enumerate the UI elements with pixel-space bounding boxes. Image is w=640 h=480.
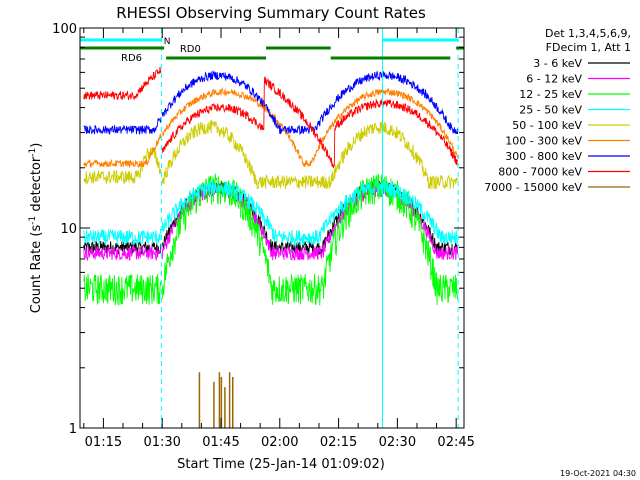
overlay-layer: N RD0 RD6 — [80, 28, 464, 428]
series-line-3 — [83, 273, 162, 306]
series-line-7 — [161, 70, 383, 136]
y-axis-label: Count Rate (s-1 detector-1) — [28, 143, 44, 314]
series-line-8 — [83, 66, 162, 100]
series-line-4 — [382, 180, 459, 245]
legend-label: 800 - 7000 keV — [498, 166, 582, 179]
x-axis-label: Start Time (25-Jan-14 01:09:02) — [177, 457, 385, 472]
series-line-7 — [83, 117, 162, 135]
y-tick-label: 100 — [52, 22, 77, 37]
night-flag-label: N — [164, 37, 171, 47]
x-tick-label: 01:30 — [143, 435, 180, 450]
legend: Det 1,3,4,5,6,9, FDecim 1, Att 1 3 - 6 k… — [484, 27, 631, 194]
x-tick-label: 01:15 — [85, 435, 122, 450]
y-tick-label: 1 — [69, 422, 77, 437]
series-line-6 — [382, 87, 459, 159]
series-line-8 — [161, 76, 383, 169]
x-tick-label: 02:15 — [320, 435, 357, 450]
series-line-4 — [83, 228, 162, 246]
legend-label: 3 - 6 keV — [533, 57, 582, 70]
x-tick-label: 01:45 — [202, 435, 239, 450]
series-line-2 — [83, 245, 162, 262]
x-tick-label: 02:30 — [379, 435, 416, 450]
x-tick-label: 02:00 — [261, 435, 298, 450]
series-line-5 — [161, 120, 383, 190]
legend-header-line-2: FDecim 1, Att 1 — [546, 41, 631, 54]
rd6-flag-label: RD6 — [121, 53, 142, 64]
series-line-6 — [162, 86, 383, 167]
footer-timestamp: 19-Oct-2021 04:30 — [560, 469, 636, 478]
series-layer — [83, 66, 459, 428]
legend-label: 25 - 50 keV — [519, 104, 582, 117]
x-axis: 01:15 01:30 01:45 02:00 02:15 02:30 02:45 — [83, 28, 475, 450]
series-line-4 — [161, 180, 383, 247]
y-tick-label: 10 — [60, 222, 77, 237]
series-line-6 — [83, 133, 162, 169]
legend-label: 50 - 100 keV — [512, 119, 582, 132]
legend-label: 300 - 800 keV — [505, 150, 582, 163]
x-tick-label: 02:45 — [437, 435, 474, 450]
series-line-7 — [382, 71, 459, 135]
rd0-flag-label: RD0 — [180, 44, 201, 55]
legend-label: 6 - 12 keV — [526, 73, 582, 86]
series-line-1 — [83, 240, 162, 255]
legend-header-line-1: Det 1,3,4,5,6,9, — [545, 27, 631, 40]
series-line-5 — [83, 147, 162, 185]
chart-title: RHESSI Observing Summary Count Rates — [116, 4, 426, 22]
legend-label: 7000 - 15000 keV — [484, 181, 582, 194]
y-axis: 1 10 100 — [52, 22, 464, 437]
series-line-8 — [382, 99, 459, 166]
legend-label: 12 - 25 keV — [519, 88, 582, 101]
series-line-5 — [382, 121, 459, 190]
legend-label: 100 - 300 keV — [505, 135, 582, 148]
series-line-3 — [382, 176, 459, 306]
